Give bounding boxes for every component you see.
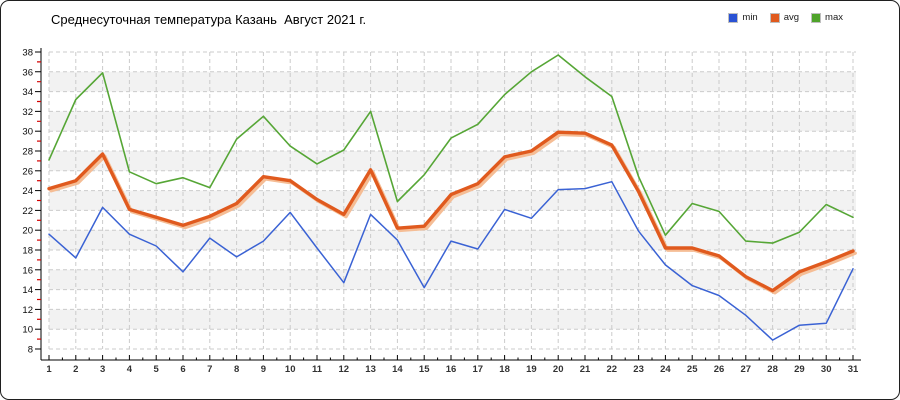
x-axis-tick-label: 3 xyxy=(100,364,105,375)
x-axis-tick-label: 7 xyxy=(207,364,212,375)
x-axis-tick-label: 26 xyxy=(714,364,725,375)
y-axis-tick-label: 28 xyxy=(22,147,33,158)
x-axis-tick-label: 15 xyxy=(419,364,430,375)
x-axis-tick-label: 22 xyxy=(607,364,618,375)
max-series-swatch-icon xyxy=(811,12,822,23)
x-axis-tick-label: 8 xyxy=(234,364,239,375)
y-axis-tick-label: 34 xyxy=(22,87,33,98)
y-axis-tick-label: 26 xyxy=(22,166,33,177)
x-axis: 1 2 3 4 5 6 7 8 9 10 11 12 13 14 15 16 17 18 19 20 21 22 23 24 2… xyxy=(41,355,861,375)
x-axis-tick-label: 13 xyxy=(365,364,376,375)
x-axis-tick-label: 17 xyxy=(473,364,484,375)
legend-label-min: min xyxy=(742,12,758,23)
y-axis-tick-label: 22 xyxy=(22,206,33,217)
x-axis-tick-label: 30 xyxy=(821,364,832,375)
legend: min avg max xyxy=(728,12,843,23)
x-axis-tick-label: 24 xyxy=(660,364,671,375)
x-axis-tick-label: 6 xyxy=(180,364,185,375)
y-axis-tick-label: 36 xyxy=(22,67,33,78)
y-axis: 8 10 12 14 16 18 20 22 24 26 28 30 32 34 36 38 xyxy=(22,48,42,360)
x-axis-tick-label: 31 xyxy=(848,364,859,375)
plot-bands xyxy=(49,71,856,330)
min-series-swatch-icon xyxy=(728,12,739,23)
legend-item-min: min xyxy=(728,12,758,23)
x-axis-tick-label: 20 xyxy=(553,364,564,375)
x-axis-tick-label: 18 xyxy=(499,364,510,375)
y-axis-tick-label: 16 xyxy=(22,265,33,276)
x-axis-tick-label: 27 xyxy=(741,364,752,375)
y-axis-tick-label: 20 xyxy=(22,226,33,237)
y-axis-tick-label: 10 xyxy=(22,325,33,336)
x-axis-tick-label: 25 xyxy=(687,364,698,375)
x-axis-tick-label: 5 xyxy=(154,364,160,375)
y-axis-tick-label: 38 xyxy=(22,48,33,59)
series-max-line xyxy=(48,54,854,244)
x-axis-tick-label: 14 xyxy=(392,364,403,375)
legend-item-max: max xyxy=(811,12,843,23)
y-axis-tick-label: 12 xyxy=(22,305,33,316)
x-axis-tick-label: 11 xyxy=(312,364,323,375)
x-axis-tick-label: 2 xyxy=(73,364,78,375)
x-axis-tick-label: 28 xyxy=(767,364,778,375)
series-avg-line xyxy=(47,130,857,295)
page-title: Среднесуточная температура Казань Август… xyxy=(51,12,367,27)
legend-label-max: max xyxy=(825,12,843,23)
y-axis-tick-label: 8 xyxy=(28,345,33,356)
avg-series-swatch-icon xyxy=(769,12,780,23)
x-axis-tick-label: 10 xyxy=(285,364,296,375)
y-axis-tick-label: 14 xyxy=(22,285,33,296)
x-axis-tick-label: 1 xyxy=(46,364,52,375)
series-min-line xyxy=(48,180,854,341)
x-axis-tick-label: 12 xyxy=(339,364,350,375)
x-axis-tick-label: 19 xyxy=(526,364,537,375)
x-axis-tick-label: 4 xyxy=(127,364,133,375)
y-axis-tick-label: 24 xyxy=(22,186,33,197)
legend-label-avg: avg xyxy=(783,12,800,23)
legend-item-avg: avg xyxy=(769,12,800,23)
y-axis-tick-label: 30 xyxy=(22,127,33,138)
x-axis-tick-label: 29 xyxy=(794,364,805,375)
x-axis-tick-label: 21 xyxy=(580,364,591,375)
y-axis-tick-label: 18 xyxy=(22,246,33,257)
x-axis-tick-label: 16 xyxy=(446,364,457,375)
y-axis-tick-label: 32 xyxy=(22,107,33,118)
x-axis-tick-label: 9 xyxy=(261,364,266,375)
x-axis-tick-label: 23 xyxy=(633,364,644,375)
